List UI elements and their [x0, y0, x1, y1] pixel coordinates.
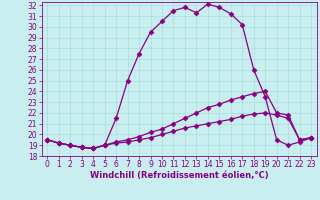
X-axis label: Windchill (Refroidissement éolien,°C): Windchill (Refroidissement éolien,°C) [90, 171, 268, 180]
